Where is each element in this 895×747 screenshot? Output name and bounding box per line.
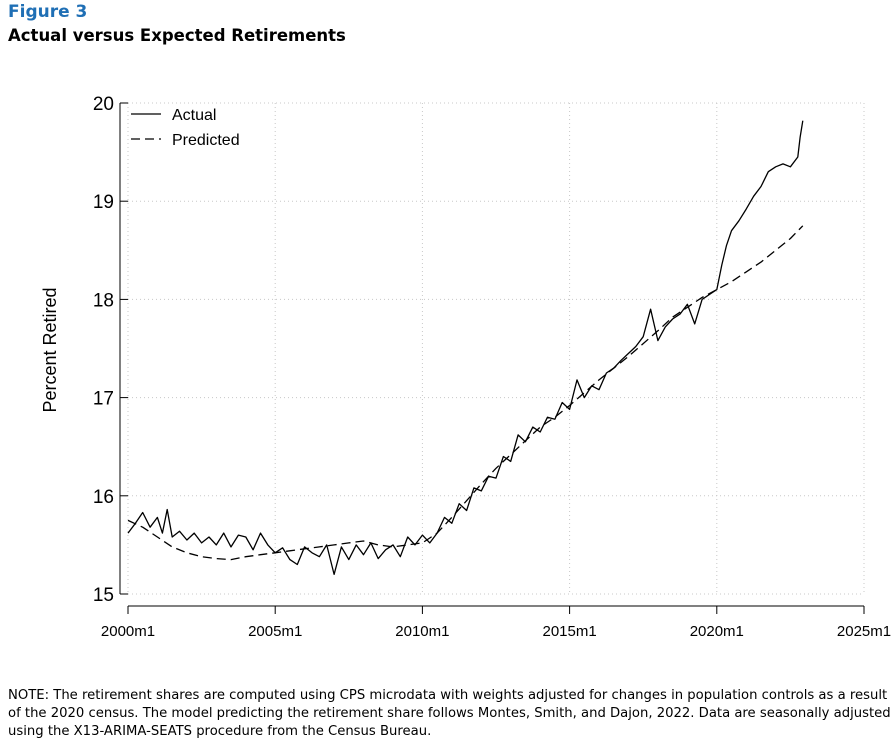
footnote: NOTE: The retirement shares are computed… xyxy=(8,688,891,739)
x-tick-label: 2010m1 xyxy=(395,623,449,640)
y-tick-label: 15 xyxy=(93,585,114,606)
x-tick-label: 2000m1 xyxy=(101,623,155,640)
series-line-predicted xyxy=(127,225,804,561)
line-chart: 15 16 17 18 19 20 2000m1 2005m1 2010m1 2015m1 2020… xyxy=(40,94,891,640)
x-tick-label: 2020m1 xyxy=(690,623,744,640)
legend-label: Predicted xyxy=(172,132,240,149)
y-tick-label: 20 xyxy=(93,94,114,115)
y-tick-label: 18 xyxy=(93,290,114,311)
legend: Actual Predicted xyxy=(131,107,240,149)
figure-label: Figure 3 xyxy=(8,2,88,22)
y-axis-label: Percent Retired xyxy=(40,287,60,412)
y-tick-label: 19 xyxy=(93,192,114,213)
series-line-actual xyxy=(127,120,804,576)
gridlines xyxy=(127,102,865,595)
x-tick-label: 2005m1 xyxy=(248,623,302,640)
series-group xyxy=(127,120,804,576)
legend-label: Actual xyxy=(172,107,216,124)
chart-title: Actual versus Expected Retirements xyxy=(8,26,346,45)
y-tick-label: 17 xyxy=(93,389,114,410)
y-tick-label: 16 xyxy=(93,487,114,508)
x-tick-label: 2015m1 xyxy=(542,623,596,640)
x-tick-label: 2025m1 xyxy=(837,623,891,640)
axes: 15 16 17 18 19 20 2000m1 2005m1 2010m1 2015m1 2020… xyxy=(93,94,891,640)
